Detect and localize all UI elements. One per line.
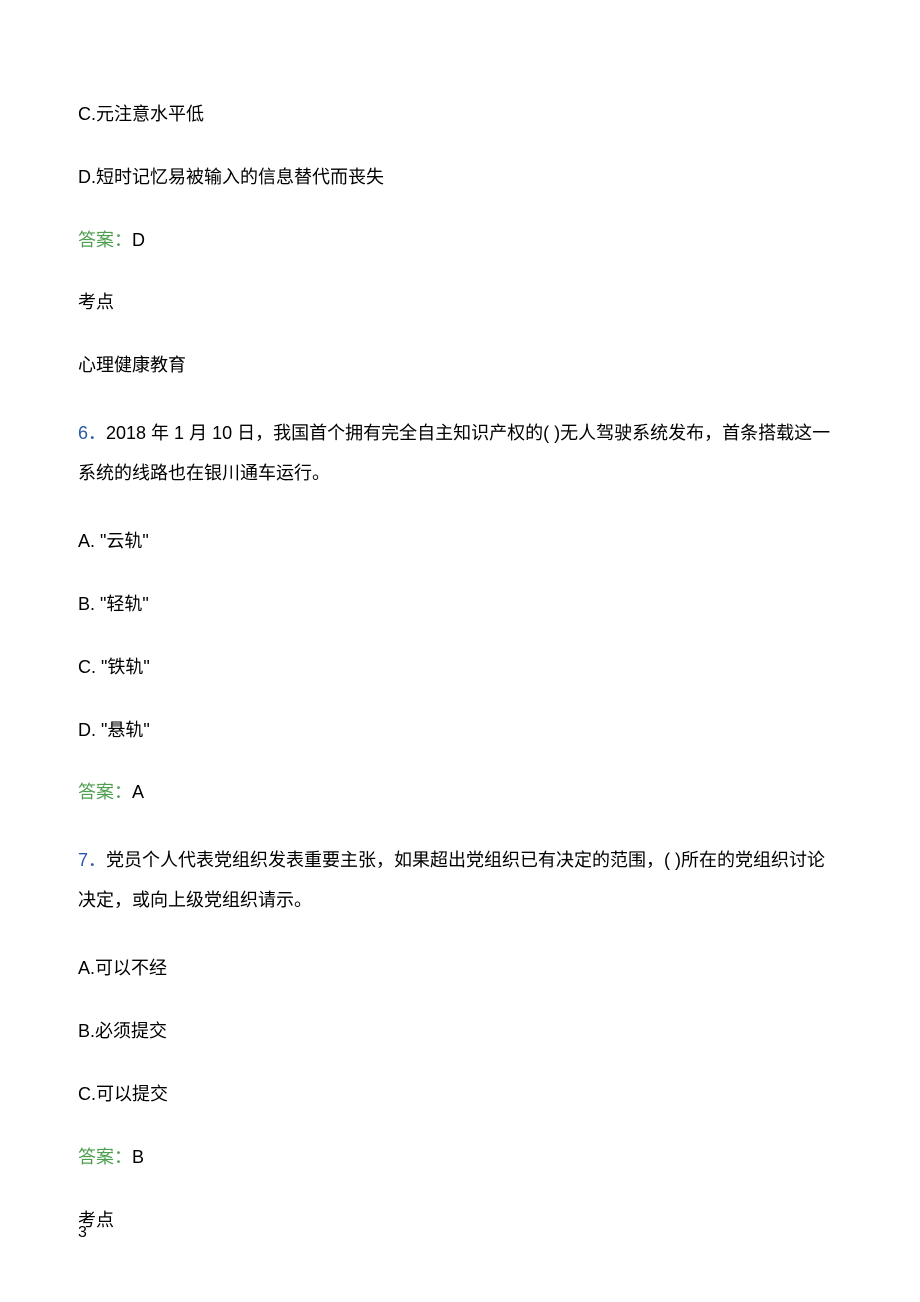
q6-option-d: D. "悬轨" (78, 716, 842, 745)
answer-label: 答案： (78, 230, 132, 250)
q7-answer: 答案：B (78, 1143, 842, 1172)
question-number: 7． (78, 850, 106, 870)
answer-label: 答案： (78, 782, 132, 802)
q5-topic-value: 心理健康教育 (78, 351, 842, 380)
answer-label: 答案： (78, 1147, 132, 1167)
q7-stem: 7．党员个人代表党组织发表重要主张，如果超出党组织已有决定的范围，( )所在的党… (78, 841, 842, 920)
q5-topic-label: 考点 (78, 288, 842, 317)
answer-value: B (132, 1147, 144, 1167)
q7-option-b: B.必须提交 (78, 1017, 842, 1046)
question-body: 党员个人代表党组织发表重要主张，如果超出党组织已有决定的范围，( )所在的党组织… (78, 850, 825, 910)
q6-option-a: A. "云轨" (78, 527, 842, 556)
answer-value: D (132, 230, 145, 250)
q7-topic-label: 考点 (78, 1206, 842, 1235)
q5-option-d: D.短时记忆易被输入的信息替代而丧失 (78, 163, 842, 192)
q5-answer: 答案：D (78, 226, 842, 255)
answer-value: A (132, 782, 144, 802)
q6-option-c: C. "铁轨" (78, 653, 842, 682)
question-body: 2018 年 1 月 10 日，我国首个拥有完全自主知识产权的( )无人驾驶系统… (78, 423, 830, 483)
page-number: 3 (78, 1224, 87, 1242)
document-content: C.元注意水平低 D.短时记忆易被输入的信息替代而丧失 答案：D 考点 心理健康… (78, 100, 842, 1234)
q6-answer: 答案：A (78, 778, 842, 807)
q7-option-c: C.可以提交 (78, 1080, 842, 1109)
q7-option-a: A.可以不经 (78, 954, 842, 983)
q6-option-b: B. "轻轨" (78, 590, 842, 619)
q6-stem: 6．2018 年 1 月 10 日，我国首个拥有完全自主知识产权的( )无人驾驶… (78, 414, 842, 493)
question-number: 6． (78, 423, 106, 443)
q5-option-c: C.元注意水平低 (78, 100, 842, 129)
